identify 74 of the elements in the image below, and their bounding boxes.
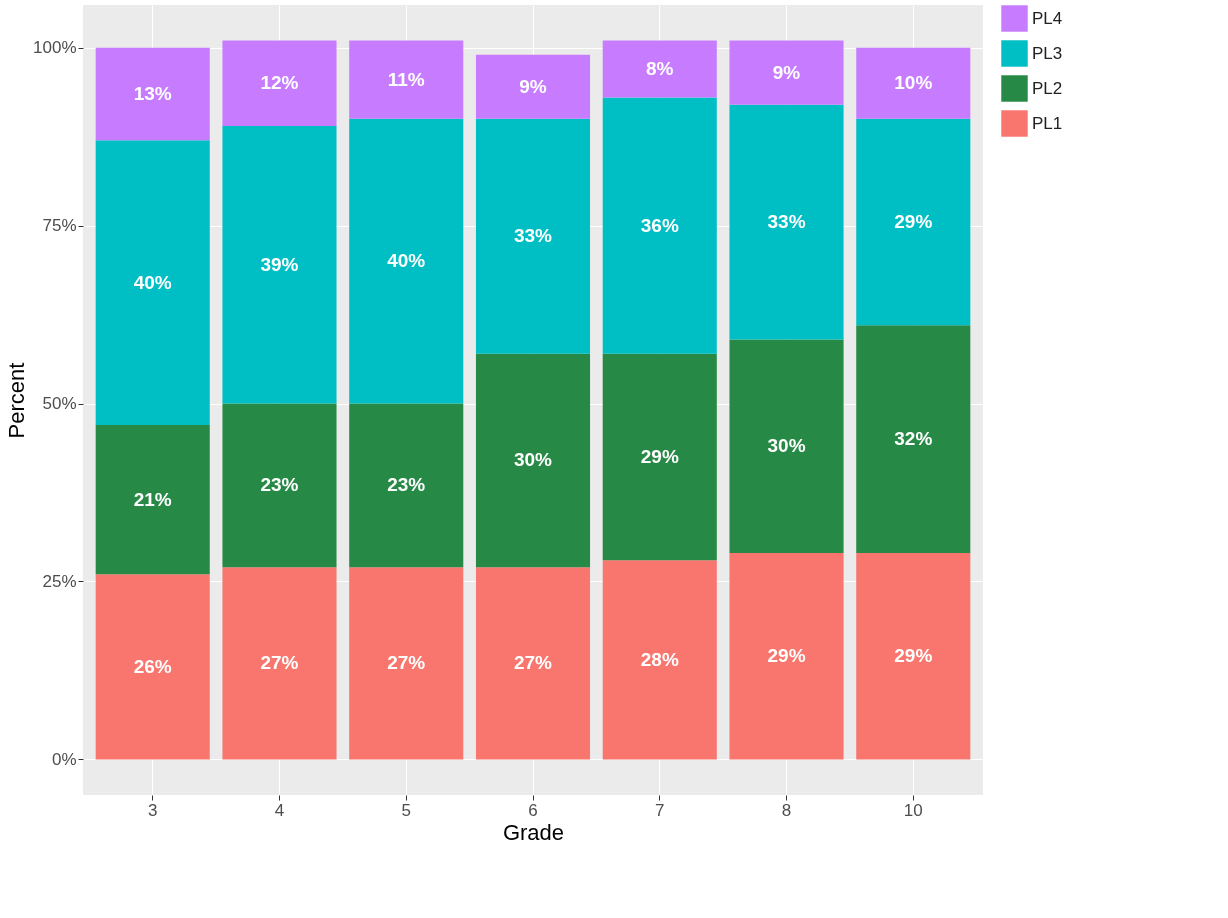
bar xyxy=(602,560,717,760)
bar xyxy=(729,104,844,340)
bar xyxy=(222,125,337,404)
x-tick-label: 4 xyxy=(274,800,285,820)
bar xyxy=(349,567,464,760)
bar xyxy=(856,553,971,760)
bar xyxy=(729,553,844,760)
bar xyxy=(475,567,591,760)
data-label: 32% xyxy=(894,428,933,450)
bar xyxy=(95,424,210,575)
data-label: 40% xyxy=(387,250,426,272)
data-label: 29% xyxy=(767,645,806,667)
bar xyxy=(602,40,717,98)
data-label: 30% xyxy=(767,435,806,457)
y-tick-label: 50% xyxy=(42,394,77,414)
legend-label: PL4 xyxy=(1032,8,1063,28)
x-axis-title: Grade xyxy=(502,819,565,845)
data-label: 36% xyxy=(640,214,679,236)
x-tick-label: 3 xyxy=(147,800,158,820)
bar xyxy=(95,140,210,425)
data-label: 40% xyxy=(133,271,172,293)
bar xyxy=(602,97,717,354)
data-label: 21% xyxy=(133,488,172,510)
x-tick-label: 8 xyxy=(781,800,792,820)
data-label: 29% xyxy=(894,211,933,233)
bar xyxy=(475,353,591,568)
y-tick-label: 25% xyxy=(42,571,77,591)
data-label: 27% xyxy=(260,652,299,674)
bar xyxy=(222,40,337,126)
data-label: 12% xyxy=(260,72,299,94)
data-label: 39% xyxy=(260,253,299,275)
data-label: 10% xyxy=(894,72,933,94)
bar xyxy=(475,54,591,119)
data-label: 29% xyxy=(894,645,933,667)
data-label: 26% xyxy=(133,655,172,677)
bar xyxy=(222,403,337,568)
bar xyxy=(856,325,971,554)
bar xyxy=(349,118,464,404)
bar xyxy=(349,403,464,568)
legend-label: PL1 xyxy=(1032,113,1063,133)
data-label: 8% xyxy=(646,58,674,80)
bar xyxy=(729,339,844,554)
bar xyxy=(602,353,717,561)
bar xyxy=(856,47,971,119)
data-label: 27% xyxy=(387,652,426,674)
bar xyxy=(95,574,210,760)
data-label: 9% xyxy=(519,75,547,97)
bar xyxy=(349,40,464,119)
data-label: 11% xyxy=(387,68,425,90)
data-label: 23% xyxy=(387,474,426,496)
data-label: 27% xyxy=(513,652,553,674)
bar xyxy=(222,567,337,760)
x-tick-label: 7 xyxy=(655,800,665,820)
data-label: 29% xyxy=(640,445,679,467)
data-label: 28% xyxy=(640,648,679,670)
x-tick-label: 10 xyxy=(903,800,923,820)
data-label: 30% xyxy=(513,449,553,471)
data-label: 33% xyxy=(767,211,806,233)
legend-label: PL3 xyxy=(1032,43,1063,63)
y-tick-label: 75% xyxy=(42,216,77,236)
y-tick-label: 0% xyxy=(51,749,77,769)
data-label: 13% xyxy=(133,82,172,104)
y-tick-label: 100% xyxy=(33,38,77,58)
bar xyxy=(475,118,591,354)
bar xyxy=(856,118,971,326)
data-label: 33% xyxy=(513,225,553,247)
x-tick-label: 6 xyxy=(528,800,538,820)
data-label: 23% xyxy=(260,474,299,496)
x-tick-label: 5 xyxy=(401,800,411,820)
legend-label: PL2 xyxy=(1032,78,1063,98)
data-label: 9% xyxy=(772,61,801,83)
y-axis-title: Percent xyxy=(4,362,30,439)
bar xyxy=(95,47,210,141)
bar xyxy=(729,40,844,105)
